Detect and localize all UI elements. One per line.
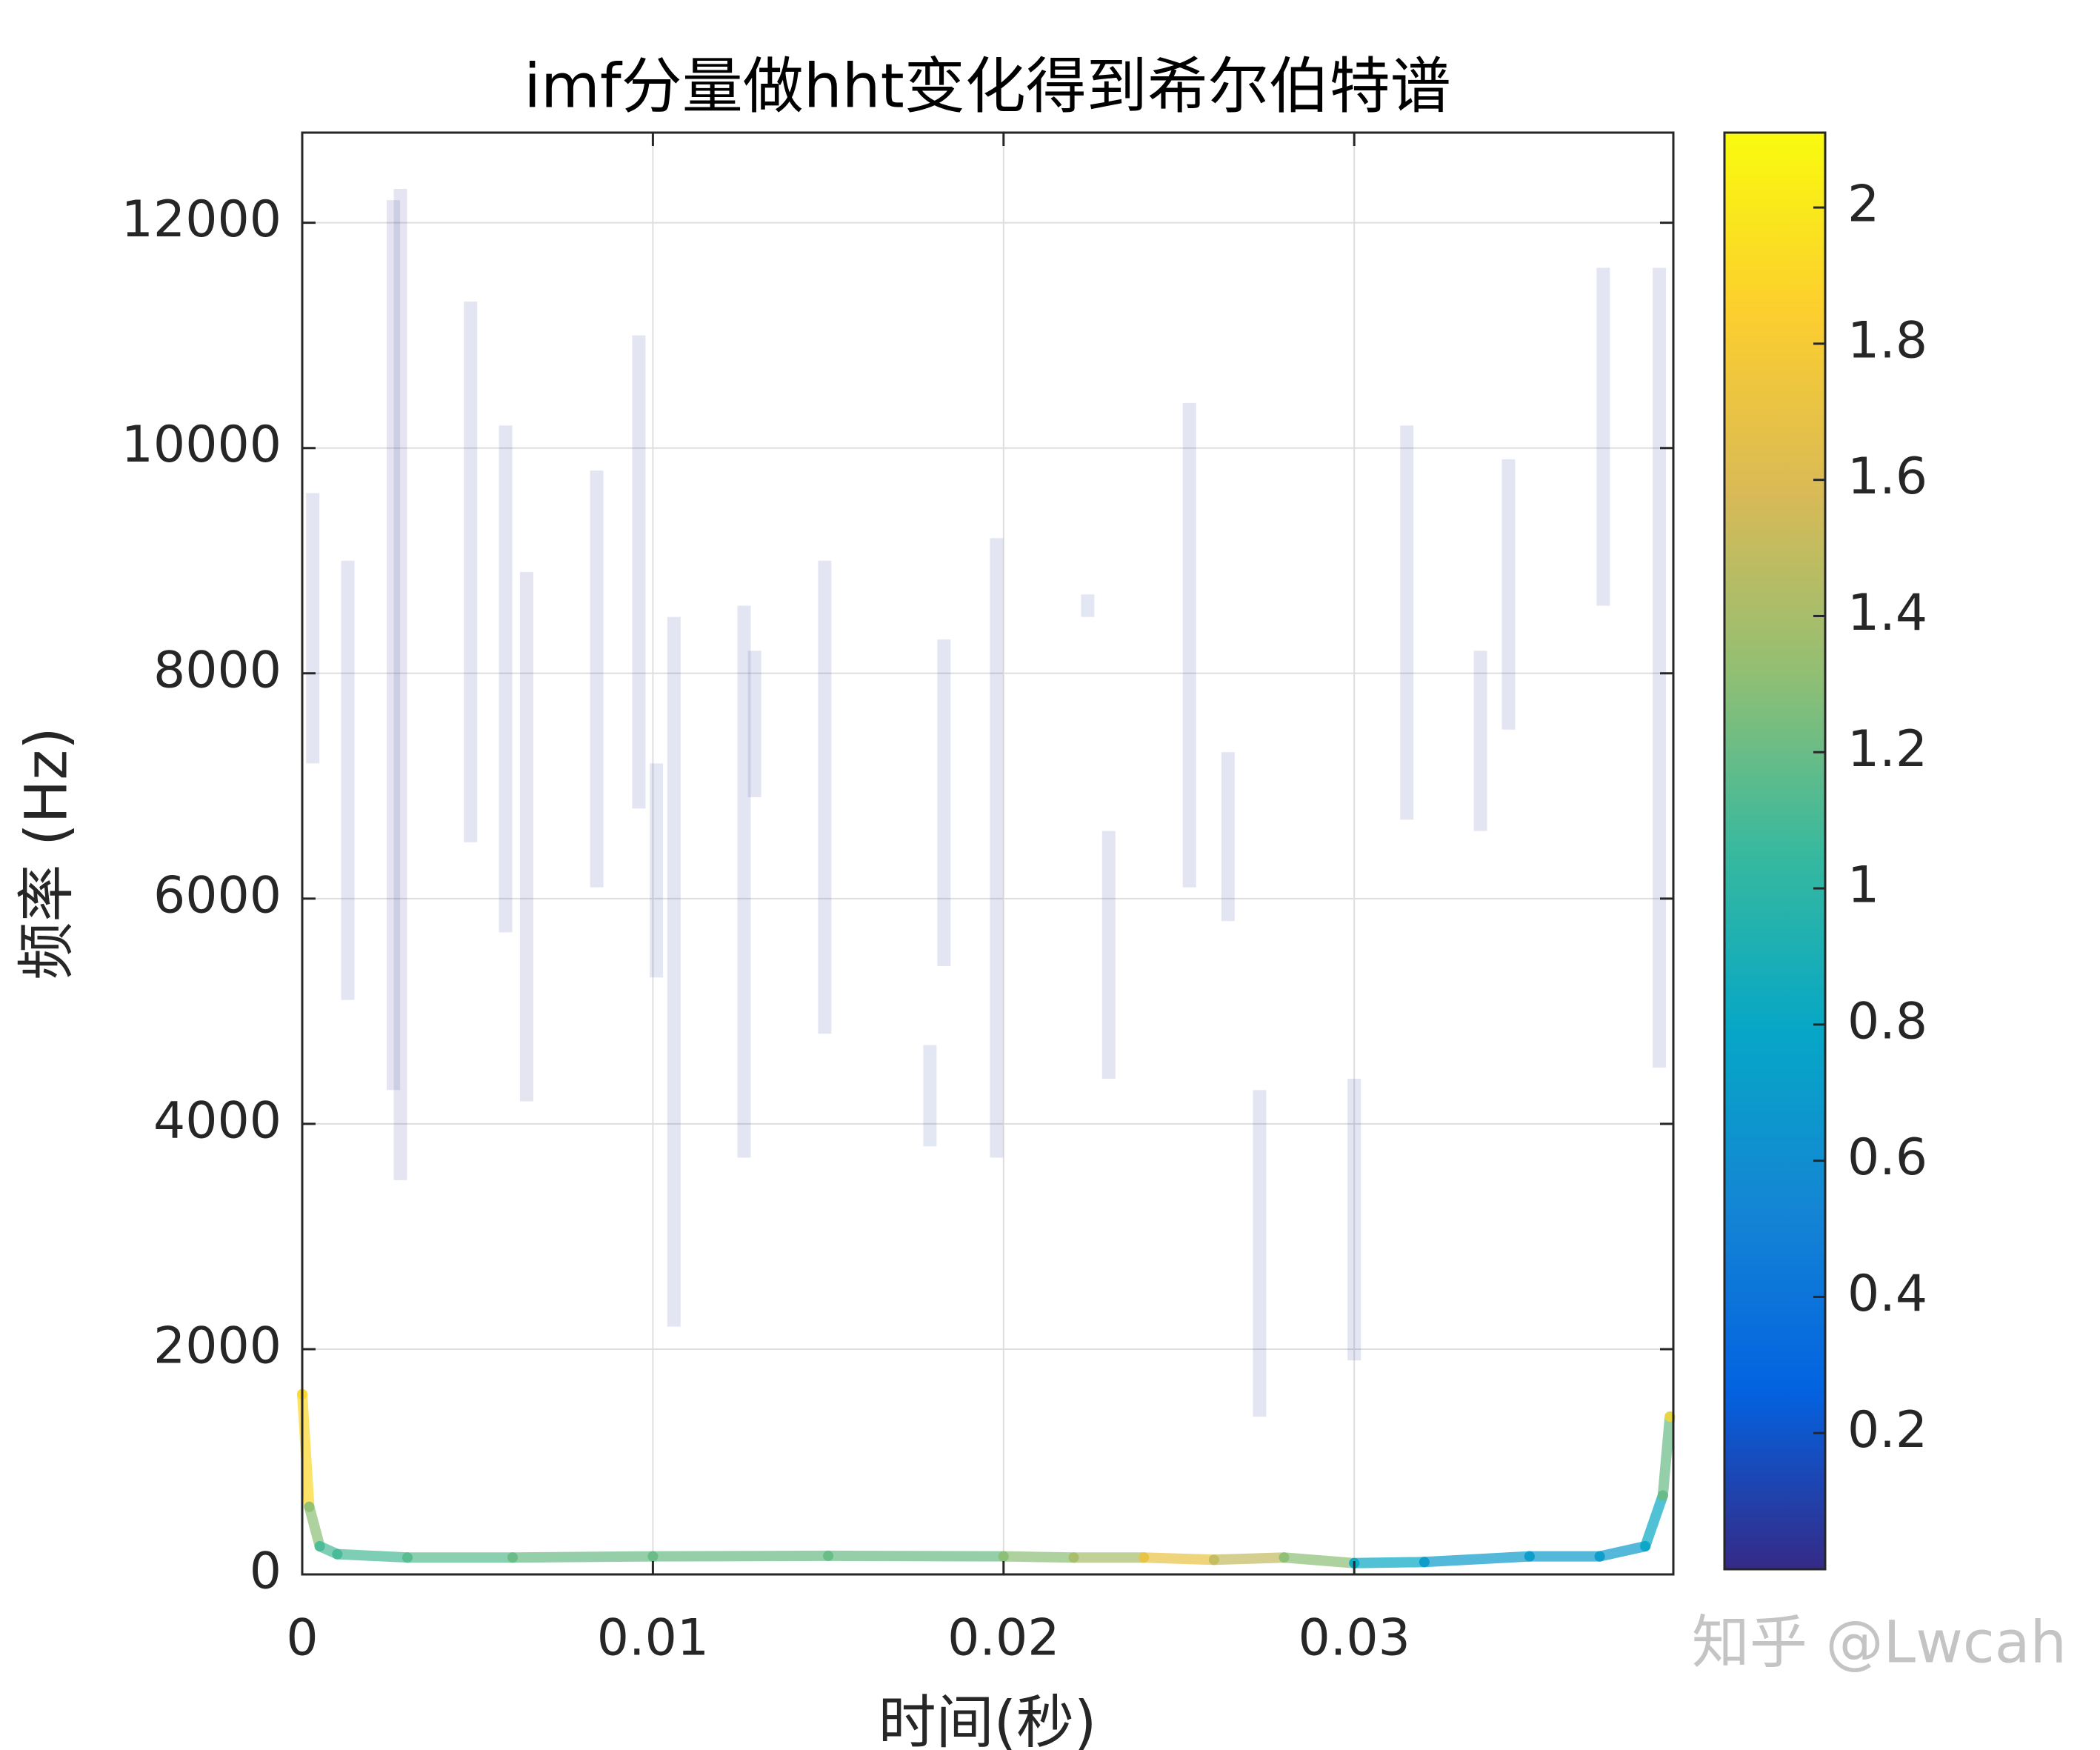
chart-title: imf分量做hht变化得到希尔伯特谱 xyxy=(524,51,1451,122)
y-axis-label: 频率 (Hz) xyxy=(13,727,80,979)
spectrum-band xyxy=(747,651,761,797)
spectrum-band xyxy=(464,302,478,842)
spectrum-band xyxy=(1081,594,1095,617)
spectrum-band xyxy=(590,470,604,888)
spectrum-curve-segment xyxy=(1349,1557,1430,1568)
spectrum-point xyxy=(1657,1490,1668,1501)
spectrum-band xyxy=(387,200,401,1091)
spectrum-point xyxy=(314,1540,325,1551)
colorbar-tick-label: 1.4 xyxy=(1847,584,1927,642)
spectrum-point xyxy=(1419,1557,1430,1568)
spectrum-point xyxy=(332,1548,343,1560)
watermark: 知乎 @Lwcah xyxy=(1692,1609,2067,1676)
spectrum-band xyxy=(1182,402,1196,888)
spectrum-band xyxy=(1253,1090,1267,1417)
spectrum-band xyxy=(499,425,513,933)
spectrum-band xyxy=(818,560,832,1034)
spectrum-band xyxy=(1596,267,1610,606)
colorbar-tick-label: 0.8 xyxy=(1847,992,1927,1051)
spectrum-band xyxy=(306,493,320,764)
spectrum-point xyxy=(1524,1551,1535,1562)
y-tick-label: 2000 xyxy=(153,1317,281,1375)
spectrum-band xyxy=(1473,651,1487,831)
x-tick-label: 0.03 xyxy=(1299,1609,1410,1668)
spectrum-curve-segment xyxy=(297,1388,315,1512)
spectrum-band xyxy=(650,763,664,978)
spectrum-curve-segment xyxy=(998,1551,1079,1563)
spectrum-point xyxy=(1279,1552,1290,1563)
axes-box xyxy=(301,131,1675,1576)
spectrum-point xyxy=(998,1551,1009,1562)
spectrum-band xyxy=(923,1045,937,1147)
colorbar-tick-label: 1.8 xyxy=(1847,311,1927,370)
y-tick-label: 0 xyxy=(250,1543,281,1601)
spectrum-band xyxy=(937,639,951,967)
spectrum-curve-segment xyxy=(1419,1551,1535,1568)
spectrum-band xyxy=(1101,831,1116,1079)
spectrum-band xyxy=(632,335,646,809)
spectrum-band xyxy=(393,189,407,1180)
spectrum-band xyxy=(519,571,533,1102)
spectrum-curve-segment xyxy=(332,1548,413,1563)
spectrum-band xyxy=(1221,752,1235,922)
spectrum-band xyxy=(1653,267,1667,1068)
x-tick-label: 0 xyxy=(286,1609,318,1668)
x-tick-label: 0.02 xyxy=(947,1609,1059,1668)
y-tick-label: 4000 xyxy=(153,1091,281,1150)
spectrum-curve-segment xyxy=(1139,1552,1219,1566)
spectrum-curve-segment xyxy=(1657,1411,1676,1501)
colorbar-tick-label: 0.4 xyxy=(1847,1265,1927,1323)
colorbar-tick-label: 1.6 xyxy=(1847,448,1927,506)
spectrum-point xyxy=(1208,1554,1219,1566)
colorbar-tick-label: 2 xyxy=(1847,176,1879,234)
spectrum-curve-segment xyxy=(507,1551,659,1563)
spectrum-curve-segment xyxy=(1640,1490,1668,1551)
spectrum-point xyxy=(647,1551,659,1562)
colorbar-tick-label: 0.2 xyxy=(1847,1401,1927,1460)
spectrum-band xyxy=(990,538,1004,1158)
spectrum-band xyxy=(341,560,355,1000)
spectrum-point xyxy=(304,1501,315,1512)
spectrum-band xyxy=(1347,1079,1361,1361)
spectrum-band xyxy=(667,616,681,1327)
x-axis-label: 时间(秒) xyxy=(879,1689,1097,1750)
y-tick-label: 12000 xyxy=(121,190,281,249)
spectrum-point xyxy=(402,1552,413,1563)
spectrum-point xyxy=(1068,1552,1079,1563)
y-tick-label: 10000 xyxy=(121,416,281,474)
spectrum-point xyxy=(1640,1540,1651,1551)
spectrum-curve-segment xyxy=(647,1550,834,1562)
spectrum-curve-segment xyxy=(1208,1552,1290,1566)
colorbar-tick-label: 0.6 xyxy=(1847,1128,1927,1187)
spectrum-point xyxy=(1594,1551,1605,1562)
spectrum-curve-segment xyxy=(1279,1552,1360,1568)
spectrum-point xyxy=(823,1550,834,1561)
spectrum-band xyxy=(737,605,751,1158)
spectrum-band xyxy=(1501,459,1516,730)
spectrum-point xyxy=(1139,1552,1150,1563)
spectrum-curve-segment xyxy=(823,1550,1009,1562)
x-tick-label: 0.01 xyxy=(597,1609,709,1668)
colorbar-tick-label: 1.2 xyxy=(1847,720,1927,779)
colorbar xyxy=(1723,131,1827,1571)
y-tick-label: 6000 xyxy=(153,866,281,925)
colorbar-tick-label: 1 xyxy=(1847,856,1879,915)
y-tick-label: 8000 xyxy=(153,641,281,699)
spectrum-curve-segment xyxy=(304,1501,325,1551)
spectrum-curve-segment xyxy=(1594,1540,1651,1562)
spectrum-band xyxy=(1400,425,1414,820)
spectrum-point xyxy=(507,1552,519,1563)
